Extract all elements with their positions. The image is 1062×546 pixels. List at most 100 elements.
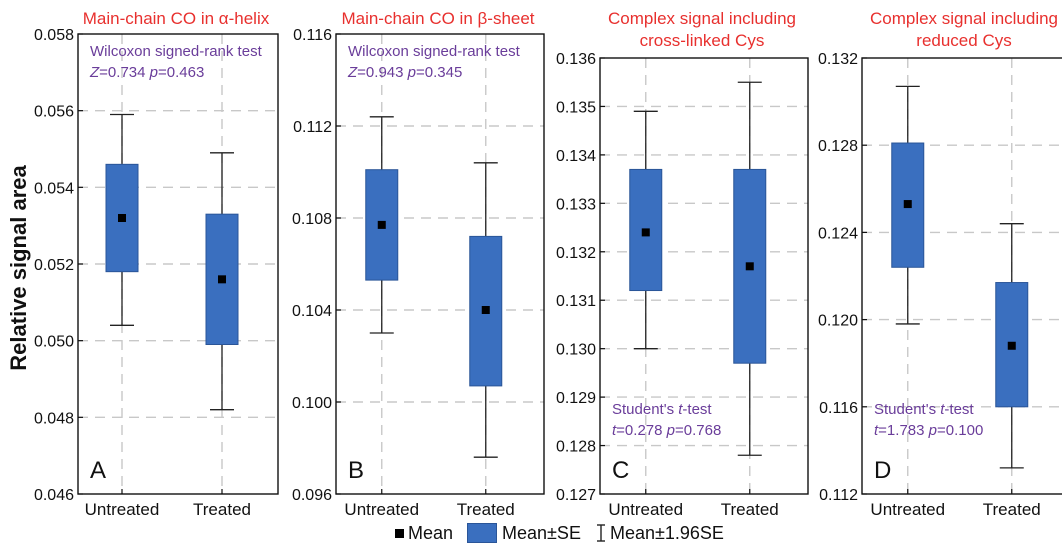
panel-title: cross-linked Cys	[640, 31, 765, 50]
y-tick-label: 0.112	[819, 487, 858, 504]
y-tick-label: 0.133	[556, 196, 596, 213]
panel-letter: A	[90, 457, 106, 484]
p-label: p	[149, 64, 158, 81]
y-tick-label: 0.104	[292, 303, 332, 320]
test-name-part: -test	[944, 401, 974, 418]
y-tick-label: 0.112	[293, 119, 332, 136]
panel-title: Main-chain CO in β-sheet	[341, 9, 534, 28]
y-tick-label: 0.116	[293, 27, 332, 44]
y-tick-label: 0.052	[34, 257, 74, 274]
panel-title: Complex signal including	[608, 9, 796, 28]
y-tick-label: 0.135	[556, 99, 596, 116]
y-tick-label: 0.132	[556, 245, 596, 262]
legend-item-mean: Mean	[395, 523, 453, 544]
panel-title: Main-chain CO in α-helix	[83, 9, 270, 28]
y-tick-label: 0.130	[556, 342, 596, 359]
y-tick-label: 0.054	[34, 180, 74, 197]
test-statistics: Z=0.943 p=0.345	[347, 64, 462, 81]
test-statistics: t=0.278 p=0.768	[612, 422, 721, 439]
y-tick-label: 0.058	[34, 27, 74, 44]
y-axis-label: Relative signal area	[6, 165, 31, 371]
mean-marker	[377, 220, 386, 229]
axes-frame	[861, 57, 1062, 495]
stat-label: Z	[89, 64, 100, 81]
test-name: Student's t-test	[612, 401, 712, 418]
legend-mean-symbol	[395, 528, 404, 538]
mean-marker	[481, 306, 490, 314]
panel-letter: D	[874, 457, 891, 484]
panel-c: 0.127 0.128 0.129 0.130 0.131 0.132 0.133 0.134…	[556, 9, 809, 519]
y-tick-label: 0.128	[556, 439, 596, 456]
legend-item-ci: Mean±1.96SE	[595, 523, 724, 544]
x-tick-label: Untreated	[608, 500, 683, 519]
test-name: Wilcoxon signed-rank test	[348, 43, 521, 60]
panel-a: 0.046 0.048 0.050 0.052 0.054 0.056 0.058 Untre…	[34, 9, 279, 519]
stat-value: =0.943	[357, 64, 407, 81]
y-tick-label: 0.124	[818, 225, 858, 242]
x-tick-label: Untreated	[870, 500, 945, 519]
mean-marker	[218, 275, 226, 284]
test-name: Wilcoxon signed-rank test	[90, 43, 263, 60]
mean-marker	[641, 228, 650, 237]
x-tick-label: Treated	[983, 500, 1041, 519]
test-statistics: Z=0.734 p=0.463	[89, 64, 204, 81]
y-tick-label: 0.131	[556, 293, 596, 310]
p-value: =0.100	[937, 422, 983, 439]
y-tick-label: 0.096	[292, 487, 332, 504]
mean-marker	[745, 262, 754, 271]
test-name-part: -test	[682, 401, 712, 418]
panel-title: Complex signal including	[870, 9, 1058, 28]
y-tick-label: 0.050	[34, 334, 74, 351]
x-tick-label: Treated	[721, 500, 779, 519]
stat-label: Z	[347, 64, 358, 81]
panel-b: 0.096 0.100 0.104 0.108 0.112 0.116 Untreated T…	[292, 9, 545, 519]
mean-marker	[1007, 341, 1016, 350]
plot-area	[862, 58, 1062, 494]
stat-value: =0.278	[616, 422, 666, 439]
y-tick-label: 0.046	[34, 487, 74, 504]
stat-value: =0.734	[99, 64, 149, 81]
mean-marker	[903, 200, 912, 209]
p-label: p	[928, 422, 937, 439]
panel-title: reduced Cys	[916, 31, 1011, 50]
panel-letter: B	[348, 457, 364, 484]
y-tick-label: 0.116	[819, 400, 858, 417]
panel-d: 0.112 0.116 0.120 0.124 0.128 0.132 Untreated T…	[818, 9, 1062, 519]
test-name-italic: t	[940, 401, 945, 418]
y-tick-label: 0.056	[34, 104, 74, 121]
stat-label: t	[874, 422, 879, 439]
stat-label: t	[612, 422, 617, 439]
y-tick-label: 0.108	[292, 211, 332, 228]
axes-frame	[599, 57, 809, 495]
p-value: =0.768	[675, 422, 721, 439]
p-value: =0.463	[158, 64, 204, 81]
x-tick-label: Untreated	[85, 500, 160, 519]
legend-se-symbol	[467, 523, 498, 543]
test-name: Student's t-test	[874, 401, 974, 418]
legend: Mean Mean±SE Mean±1.96SE	[395, 520, 738, 546]
y-tick-label: 0.048	[34, 410, 74, 427]
y-tick-label: 0.120	[818, 313, 858, 330]
mean-marker	[118, 214, 126, 222]
y-tick-label: 0.129	[556, 390, 596, 407]
y-tick-label: 0.136	[556, 51, 596, 68]
y-tick-label: 0.128	[818, 138, 858, 155]
stat-value: =1.783	[878, 422, 928, 439]
legend-mean-label: Mean	[408, 522, 454, 543]
p-value: =0.345	[416, 64, 462, 81]
p-label: p	[666, 422, 675, 439]
legend-ci-symbol	[596, 524, 605, 542]
x-tick-label: Treated	[457, 500, 515, 519]
test-name-part: Student's	[612, 401, 678, 418]
legend-ci-label: Mean±1.96SE	[609, 522, 724, 543]
axes-frame	[335, 33, 545, 495]
p-label: p	[407, 64, 416, 81]
y-tick-label: 0.100	[292, 395, 332, 412]
panel-letter: C	[612, 457, 629, 484]
y-tick-label: 0.127	[556, 487, 596, 504]
legend-se-label: Mean±SE	[502, 522, 581, 543]
x-tick-label: Treated	[193, 500, 251, 519]
legend-item-se: Mean±SE	[467, 523, 581, 544]
test-statistics: t=1.783 p=0.100	[874, 422, 983, 439]
